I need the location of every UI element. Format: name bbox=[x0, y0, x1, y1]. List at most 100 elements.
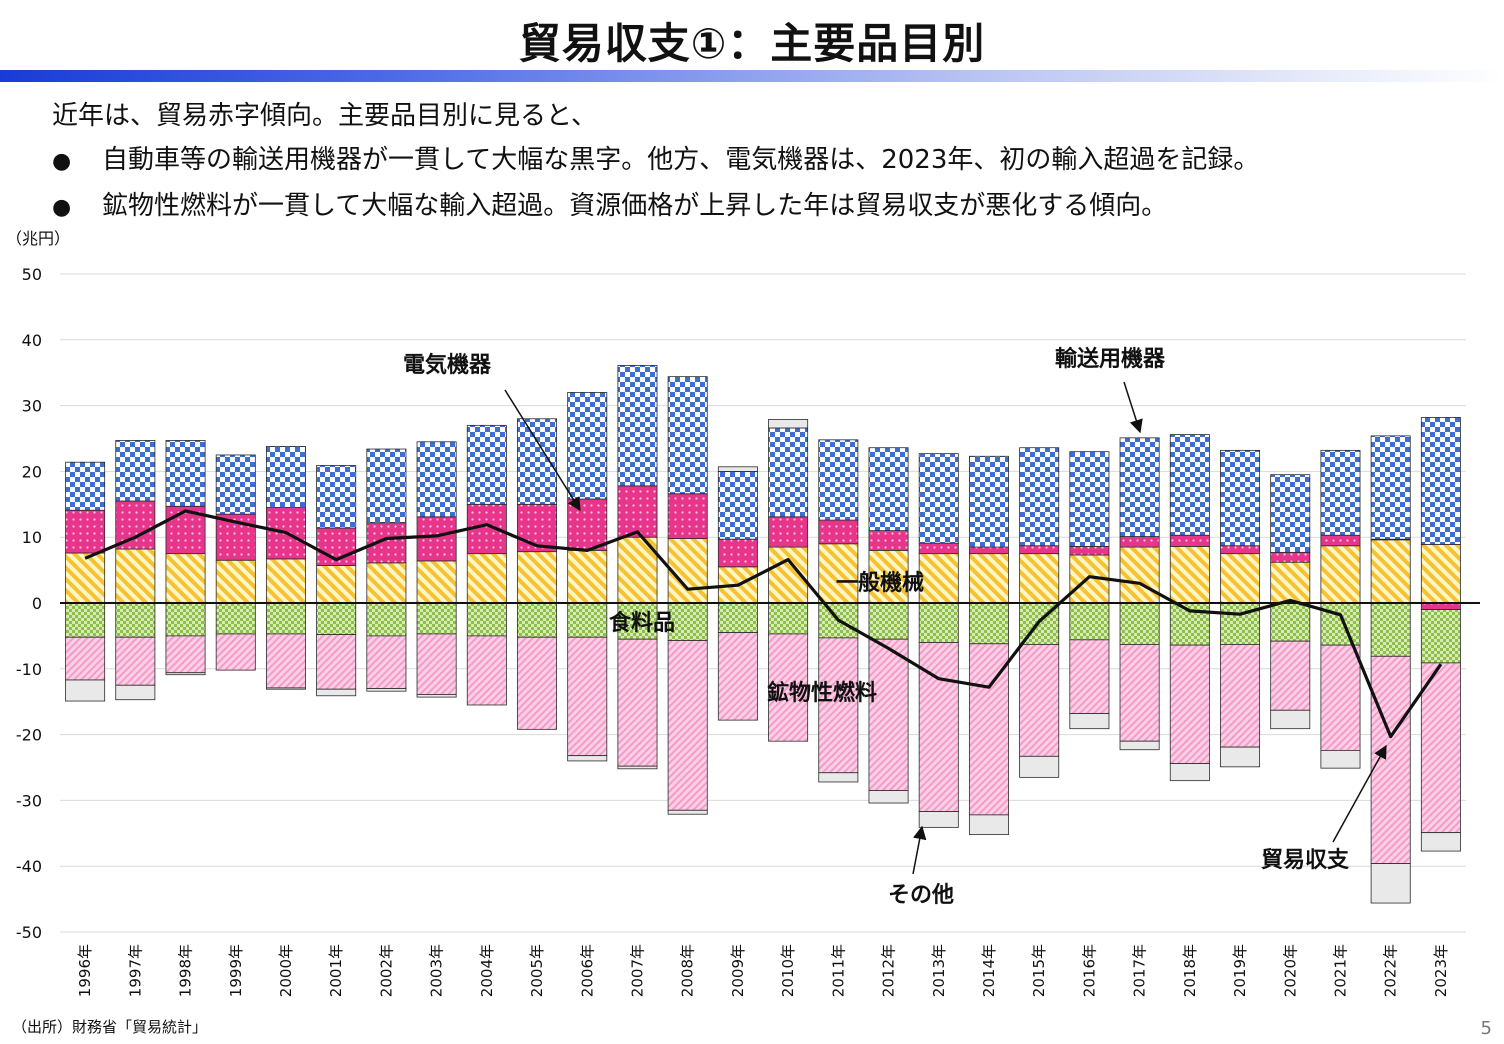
x-tick-labels: 1996年 1997年 1998年 1999年 2000年 2001年 2002年 2003年… bbox=[76, 944, 1450, 997]
trade-balance-line bbox=[84, 509, 1443, 739]
annotation-other-label: その他 bbox=[888, 883, 954, 908]
bar-machinery bbox=[165, 553, 206, 604]
bar-transport bbox=[1270, 474, 1311, 553]
bar-fuel bbox=[215, 633, 256, 671]
bar-fuel bbox=[1320, 644, 1361, 751]
annotation-food-label: 食料品 bbox=[609, 610, 675, 636]
bar-other bbox=[667, 809, 708, 815]
bar-fuel bbox=[1019, 644, 1060, 757]
summary-bullet-1: ● 自動車等の輸送用機器が一貫して大幅な黒字。他方、電気機器は、2023年、初の輸… bbox=[52, 138, 1472, 184]
y-tick-label: 40 bbox=[22, 331, 42, 350]
trade-balance-line-layer bbox=[84, 509, 1443, 739]
bar-transport bbox=[366, 448, 407, 524]
bar-machinery bbox=[1220, 553, 1261, 604]
bar-machinery bbox=[1169, 546, 1210, 604]
x-tick-label: 2021年 bbox=[1331, 944, 1349, 997]
bar-fuel bbox=[1370, 655, 1411, 864]
annotation-machinery-label: 一般機械 bbox=[836, 570, 924, 596]
bar-food bbox=[1069, 602, 1110, 641]
x-tick-label: 2009年 bbox=[729, 944, 747, 997]
x-tick-label: 2005年 bbox=[528, 944, 546, 997]
bar-food bbox=[1119, 602, 1160, 645]
bar-machinery bbox=[466, 553, 507, 604]
annotation-electric: 電気機器 bbox=[403, 352, 581, 512]
y-tick-label: -50 bbox=[16, 923, 42, 942]
bar-fuel bbox=[617, 638, 658, 767]
bar-machinery bbox=[818, 543, 859, 604]
bar-food bbox=[868, 602, 909, 640]
bar-food bbox=[1420, 609, 1461, 664]
bar-transport bbox=[1420, 417, 1461, 545]
bar-machinery bbox=[416, 560, 457, 604]
bar-food bbox=[567, 602, 608, 638]
bar-electric bbox=[1169, 534, 1210, 547]
bar-transport bbox=[818, 439, 859, 521]
bar-other bbox=[1069, 713, 1110, 730]
bar-transport bbox=[1370, 435, 1411, 540]
title-underline-bar bbox=[0, 70, 1504, 82]
bar-fuel bbox=[1270, 640, 1311, 711]
y-tick-label: -20 bbox=[16, 726, 42, 745]
bar-electric bbox=[717, 538, 758, 568]
y-tick-label: 30 bbox=[22, 397, 42, 416]
bar-electric bbox=[1069, 546, 1110, 556]
x-tick-label: 2020年 bbox=[1281, 944, 1299, 997]
bar-machinery bbox=[215, 559, 256, 604]
annotation-transport-arrow bbox=[1123, 381, 1143, 434]
summary-intro: 近年は、貿易赤字傾向。主要品目別に見ると、 bbox=[52, 101, 597, 131]
bar-fuel bbox=[466, 635, 507, 706]
y-axis-unit-label: （兆円） bbox=[6, 229, 70, 248]
bar-other bbox=[617, 765, 658, 770]
bar-other bbox=[918, 811, 959, 828]
bar-other bbox=[1119, 740, 1160, 751]
bar-fuel bbox=[1220, 644, 1261, 748]
bar-machinery bbox=[1370, 539, 1411, 604]
x-tick-label: 1999年 bbox=[227, 944, 245, 997]
x-tick-label: 2012年 bbox=[880, 944, 898, 997]
x-tick-label: 2010年 bbox=[779, 944, 797, 997]
x-tick-label: 2008年 bbox=[679, 944, 697, 997]
bar-transport bbox=[115, 440, 156, 502]
bar-transport bbox=[868, 447, 909, 532]
bar-fuel bbox=[818, 637, 859, 774]
bar-machinery bbox=[567, 549, 608, 604]
x-tick-label: 2017年 bbox=[1131, 944, 1149, 997]
x-tick-label: 2013年 bbox=[930, 944, 948, 997]
bar-other bbox=[265, 687, 306, 690]
bar-fuel bbox=[717, 632, 758, 721]
bar-electric bbox=[65, 509, 106, 554]
bar-electric bbox=[1320, 534, 1361, 547]
bar-transport bbox=[1069, 451, 1110, 547]
bar-electric bbox=[567, 498, 608, 551]
x-tick-label: 2015年 bbox=[1030, 944, 1048, 997]
bar-food bbox=[968, 602, 1009, 645]
bar-electric bbox=[768, 516, 809, 548]
bar-electric bbox=[868, 530, 909, 551]
bar-transport bbox=[416, 441, 457, 518]
bar-other bbox=[1320, 749, 1361, 769]
y-tick-label: -30 bbox=[16, 791, 42, 810]
x-tick-label: 2018年 bbox=[1181, 944, 1199, 997]
bar-other bbox=[1019, 755, 1060, 778]
x-tick-label: 2007年 bbox=[628, 944, 646, 997]
bar-electric bbox=[617, 485, 658, 538]
bar-transport bbox=[968, 455, 1009, 548]
y-tick-label: -40 bbox=[16, 857, 42, 876]
y-tick-label: 50 bbox=[22, 265, 42, 284]
annotation-balance: 貿易収支 bbox=[1261, 744, 1387, 873]
bar-fuel bbox=[265, 633, 306, 689]
bar-transport bbox=[1320, 449, 1361, 536]
annotation-electric-label: 電気機器 bbox=[403, 352, 492, 378]
summary-text: 近年は、貿易赤字傾向。主要品目別に見ると、 ● 自動車等の輸送用機器が一貫して大幅… bbox=[52, 94, 1472, 230]
bar-transport bbox=[768, 427, 809, 518]
bar-fuel bbox=[517, 636, 558, 730]
bar-food bbox=[768, 602, 809, 635]
bar-other bbox=[115, 684, 156, 701]
bar-fuel bbox=[316, 634, 357, 690]
summary-bullet-2: ● 鉱物性燃料が一貫して大幅な輸入超過。資源価格が上昇した年は貿易収支が悪化する傾… bbox=[52, 184, 1472, 230]
bar-fuel bbox=[165, 635, 206, 674]
x-tick-label: 2006年 bbox=[578, 944, 596, 997]
x-tick-label: 2004年 bbox=[478, 944, 496, 997]
bar-machinery bbox=[1019, 553, 1060, 604]
bar-food bbox=[316, 602, 357, 635]
